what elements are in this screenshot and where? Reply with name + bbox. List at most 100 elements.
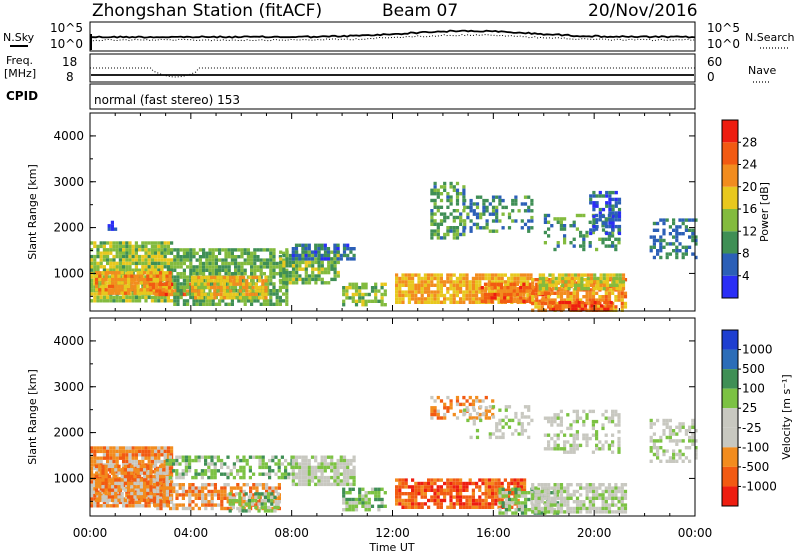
- echo-cell: [271, 458, 275, 463]
- echo-cell: [176, 265, 180, 269]
- echo-cell: [487, 287, 491, 291]
- echo-cell: [270, 492, 274, 496]
- echo-cell: [149, 291, 153, 295]
- echo-cell: [449, 495, 453, 499]
- echo-cell: [561, 307, 565, 312]
- echo-cell: [361, 303, 365, 307]
- echo-cell: [154, 248, 158, 252]
- echo-cell: [114, 488, 118, 492]
- echo-cell: [157, 241, 161, 245]
- echo-cell: [326, 250, 331, 254]
- echo-cell: [342, 472, 347, 476]
- echo-cell: [349, 250, 353, 254]
- echo-cell: [543, 416, 547, 420]
- echo-cell: [455, 300, 459, 304]
- echo-cell: [503, 296, 507, 300]
- echo-cell: [455, 495, 459, 499]
- echo-cell: [575, 489, 580, 494]
- echo-cell: [264, 279, 268, 283]
- echo-cell: [90, 285, 94, 289]
- echo-cell: [547, 213, 551, 218]
- echo-cell: [395, 495, 399, 499]
- echo-cell: [130, 488, 134, 492]
- echo-cell: [459, 495, 463, 499]
- echo-cell: [553, 483, 557, 487]
- echo-cell: [430, 283, 434, 287]
- echo-cell: [178, 472, 182, 476]
- echo-cell: [330, 277, 334, 282]
- echo-cell: [304, 458, 308, 463]
- echo-cell: [291, 257, 295, 261]
- echo-cell: [148, 282, 152, 286]
- echo-cell: [201, 483, 205, 487]
- echo-cell: [307, 482, 311, 487]
- echo-cell: [433, 205, 437, 209]
- echo-cell: [235, 296, 239, 300]
- echo-cell: [374, 286, 378, 290]
- echo-cell: [213, 489, 217, 494]
- echo-cell: [147, 476, 151, 481]
- echo-cell: [579, 244, 583, 248]
- echo-cell: [110, 227, 114, 231]
- echo-cell: [115, 241, 119, 245]
- echo-cell: [175, 483, 179, 487]
- echo-cell: [93, 265, 97, 269]
- echo-cell: [348, 491, 352, 495]
- echo-cell: [154, 299, 158, 303]
- echo-cell: [224, 251, 228, 255]
- echo-cell: [157, 446, 161, 450]
- echo-cell: [111, 495, 115, 499]
- echo-cell: [165, 489, 169, 494]
- echo-cell: [617, 496, 621, 500]
- echo-cell: [163, 254, 167, 259]
- echo-cell: [154, 241, 158, 245]
- echo-cell: [298, 267, 302, 271]
- echo-cell: [427, 498, 431, 503]
- echo-cell: [323, 469, 327, 473]
- echo-cell: [543, 281, 548, 285]
- echo-cell: [352, 475, 356, 480]
- echo-cell: [423, 283, 427, 287]
- echo-cell: [123, 291, 127, 295]
- echo-cell: [231, 502, 235, 506]
- echo-cell: [107, 478, 111, 482]
- echo-cell: [520, 425, 524, 429]
- echo-cell: [127, 474, 131, 479]
- echo-cell: [248, 465, 252, 470]
- echo-cell: [484, 492, 488, 496]
- echo-cell: [236, 472, 240, 476]
- echo-cell: [112, 265, 116, 269]
- echo-cell: [478, 495, 482, 499]
- echo-cell: [261, 462, 265, 466]
- echo-cell: [106, 500, 110, 505]
- echo-cell: [611, 197, 615, 202]
- echo-cell: [659, 235, 663, 239]
- echo-cell: [607, 295, 612, 299]
- echo-cell: [433, 297, 437, 301]
- echo-cell: [147, 258, 151, 262]
- echo-cell: [102, 453, 106, 457]
- echo-cell: [136, 491, 140, 496]
- echo-cell: [226, 279, 230, 283]
- echo-cell: [118, 295, 122, 300]
- echo-cell: [436, 505, 440, 509]
- echo-cell: [246, 261, 250, 266]
- echo-cell: [615, 280, 619, 284]
- echo-cell: [411, 478, 415, 482]
- echo-cell: [150, 299, 154, 303]
- echo-cell: [364, 491, 368, 495]
- echo-cell: [345, 292, 349, 297]
- echo-cell: [617, 237, 621, 241]
- echo-cell: [608, 231, 612, 236]
- echo-cell: [580, 273, 584, 277]
- echo-cell: [553, 298, 557, 302]
- echo-cell: [623, 493, 628, 497]
- echo-cell: [358, 286, 362, 290]
- echo-cell: [256, 299, 260, 303]
- echo-cell: [478, 300, 482, 304]
- echo-cell: [143, 468, 147, 472]
- echo-cell: [649, 249, 653, 253]
- echo-cell: [153, 496, 157, 500]
- echo-cell: [537, 483, 541, 487]
